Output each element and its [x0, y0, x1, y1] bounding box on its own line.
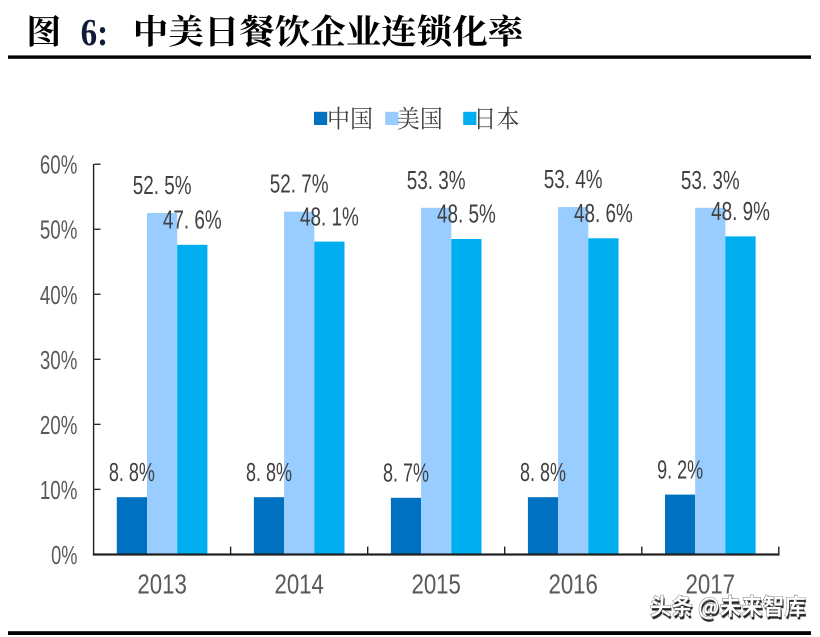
svg-text:48. 6%: 48. 6% — [574, 200, 633, 228]
svg-text:2013: 2013 — [137, 569, 187, 600]
svg-text:8. 8%: 8. 8% — [246, 459, 292, 487]
svg-text:8. 8%: 8. 8% — [109, 459, 155, 487]
svg-text:2016: 2016 — [548, 569, 598, 600]
svg-text:60%: 60% — [40, 150, 78, 180]
svg-text:48. 9%: 48. 9% — [711, 198, 770, 226]
svg-text:53. 4%: 53. 4% — [544, 166, 603, 194]
svg-text:20%: 20% — [40, 410, 78, 440]
svg-text:8. 8%: 8. 8% — [520, 459, 566, 487]
svg-text:30%: 30% — [40, 345, 78, 375]
svg-text:2015: 2015 — [411, 569, 461, 600]
svg-text:40%: 40% — [40, 280, 78, 310]
svg-text:48. 1%: 48. 1% — [300, 203, 359, 231]
svg-text:53. 3%: 53. 3% — [681, 167, 740, 195]
svg-text:48. 5%: 48. 5% — [437, 201, 496, 229]
svg-text:2014: 2014 — [274, 569, 324, 600]
svg-text:9. 2%: 9. 2% — [657, 456, 703, 484]
svg-text:50%: 50% — [40, 215, 78, 245]
svg-text:53. 3%: 53. 3% — [407, 167, 466, 195]
svg-text:8. 7%: 8. 7% — [383, 460, 429, 488]
svg-text:2017: 2017 — [686, 569, 736, 600]
svg-text:6:: 6: — [81, 12, 109, 54]
svg-text:47. 6%: 47. 6% — [163, 207, 222, 235]
svg-text:52. 5%: 52. 5% — [133, 172, 192, 200]
svg-text:0%: 0% — [51, 540, 77, 570]
svg-text:52. 7%: 52. 7% — [270, 171, 329, 199]
svg-text:10%: 10% — [40, 475, 78, 505]
